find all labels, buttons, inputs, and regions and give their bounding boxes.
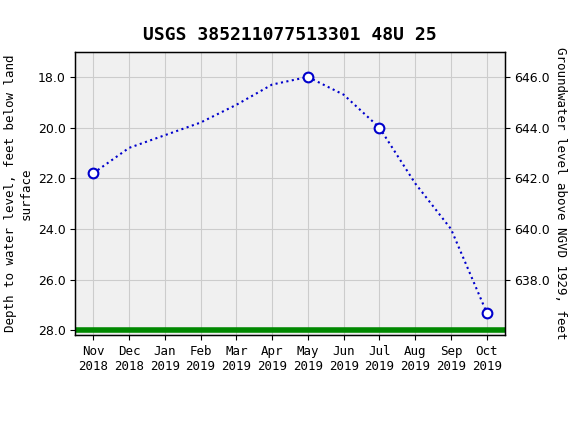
Text: ≋USGS: ≋USGS xyxy=(6,13,64,32)
Y-axis label: Depth to water level, feet below land
surface: Depth to water level, feet below land su… xyxy=(4,55,32,332)
Legend:  xyxy=(285,410,295,420)
Title: USGS 385211077513301 48U 25: USGS 385211077513301 48U 25 xyxy=(143,27,437,44)
Y-axis label: Groundwater level above NGVD 1929, feet: Groundwater level above NGVD 1929, feet xyxy=(554,47,567,340)
